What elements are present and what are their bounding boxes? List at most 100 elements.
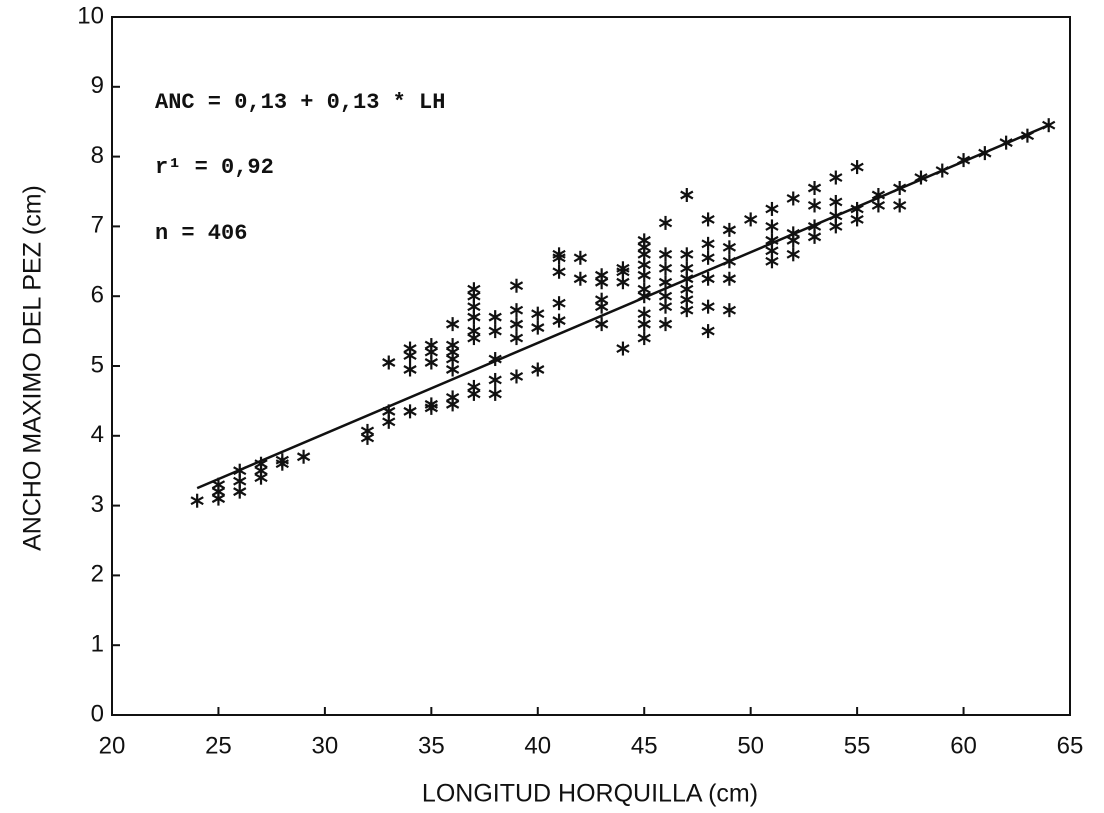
point [765, 201, 779, 216]
asterisk-stroke [275, 455, 289, 465]
point [509, 278, 524, 293]
asterisk-stroke [680, 190, 694, 200]
annotation: ANC = 0,13 + 0,13 * LH [155, 90, 445, 115]
point [488, 324, 502, 339]
point [488, 310, 502, 325]
point [233, 463, 247, 478]
point [382, 404, 396, 419]
asterisk-stroke [1020, 131, 1035, 141]
point [999, 135, 1013, 150]
point [786, 247, 800, 262]
point [829, 170, 843, 185]
asterisk-stroke [595, 295, 609, 305]
annotation: n = 406 [155, 221, 247, 246]
asterisk-stroke [616, 263, 630, 273]
point [1020, 128, 1035, 143]
asterisk-stroke [637, 235, 651, 245]
asterisk-stroke [850, 214, 864, 224]
point [637, 331, 651, 346]
point [722, 271, 737, 286]
asterisk-stroke [701, 326, 715, 336]
asterisk-stroke [658, 263, 673, 273]
x-tick-label: 55 [844, 732, 871, 759]
x-tick-label: 20 [99, 732, 126, 759]
asterisk-stroke [467, 326, 481, 336]
point [637, 282, 651, 297]
point [467, 324, 481, 339]
asterisk-stroke [978, 148, 992, 158]
asterisk-stroke [403, 365, 417, 374]
point [850, 201, 864, 216]
asterisk-stroke [509, 319, 524, 329]
x-tick-label: 30 [312, 732, 339, 759]
asterisk-stroke [850, 204, 864, 214]
point [552, 264, 566, 279]
asterisk-stroke [893, 201, 907, 210]
point [403, 341, 417, 356]
point [658, 215, 673, 230]
asterisk-stroke [488, 312, 502, 322]
asterisk-stroke [531, 365, 545, 374]
point [467, 379, 481, 394]
point [658, 317, 673, 332]
point [658, 289, 673, 304]
point [531, 306, 545, 321]
asterisk-stroke [765, 204, 779, 214]
x-tick-label: 40 [524, 732, 551, 759]
asterisk-stroke [509, 305, 524, 315]
asterisk-stroke [552, 249, 566, 259]
asterisk-stroke [893, 183, 907, 193]
x-tick-label: 60 [950, 732, 977, 759]
point [488, 372, 502, 387]
point [616, 341, 630, 356]
asterisk-stroke [680, 305, 694, 315]
asterisk-stroke [999, 138, 1013, 148]
asterisk-stroke [445, 365, 460, 374]
asterisk-stroke [701, 214, 715, 224]
asterisk-stroke [190, 496, 204, 506]
asterisk-stroke [637, 284, 651, 294]
asterisk-stroke [829, 221, 843, 231]
asterisk-stroke [509, 372, 524, 381]
asterisk-stroke [701, 302, 715, 312]
point [296, 449, 311, 464]
asterisk-stroke [722, 274, 737, 284]
asterisk-stroke [595, 270, 609, 280]
point [509, 303, 524, 318]
asterisk-stroke [445, 392, 460, 402]
asterisk-stroke [637, 270, 651, 280]
asterisk-stroke [360, 426, 375, 436]
asterisk-stroke [829, 211, 843, 221]
point [807, 219, 822, 234]
point [595, 268, 609, 283]
point [722, 254, 737, 269]
y-tick-label: 4 [91, 421, 104, 448]
point [744, 212, 758, 227]
asterisk-stroke [573, 274, 587, 284]
point [488, 386, 502, 401]
asterisk-stroke [403, 344, 417, 354]
point [978, 146, 992, 161]
point [935, 163, 949, 178]
point [573, 250, 587, 265]
asterisk-stroke [765, 221, 779, 231]
asterisk-stroke [467, 382, 481, 392]
point [509, 317, 524, 332]
asterisk-stroke [701, 239, 715, 249]
asterisk-stroke [467, 284, 481, 294]
point [552, 296, 566, 311]
asterisk-stroke [233, 466, 247, 476]
asterisk-stroke [658, 291, 673, 301]
point [722, 222, 737, 237]
point [829, 208, 843, 223]
y-tick-label: 7 [91, 212, 104, 239]
asterisk-stroke [914, 173, 928, 182]
asterisk-stroke [786, 194, 800, 203]
asterisk-stroke [616, 277, 630, 287]
asterisk-stroke [807, 201, 822, 210]
asterisk-stroke [871, 190, 886, 200]
x-tick-label: 35 [418, 732, 445, 759]
point [275, 453, 289, 468]
asterisk-stroke [616, 344, 630, 354]
